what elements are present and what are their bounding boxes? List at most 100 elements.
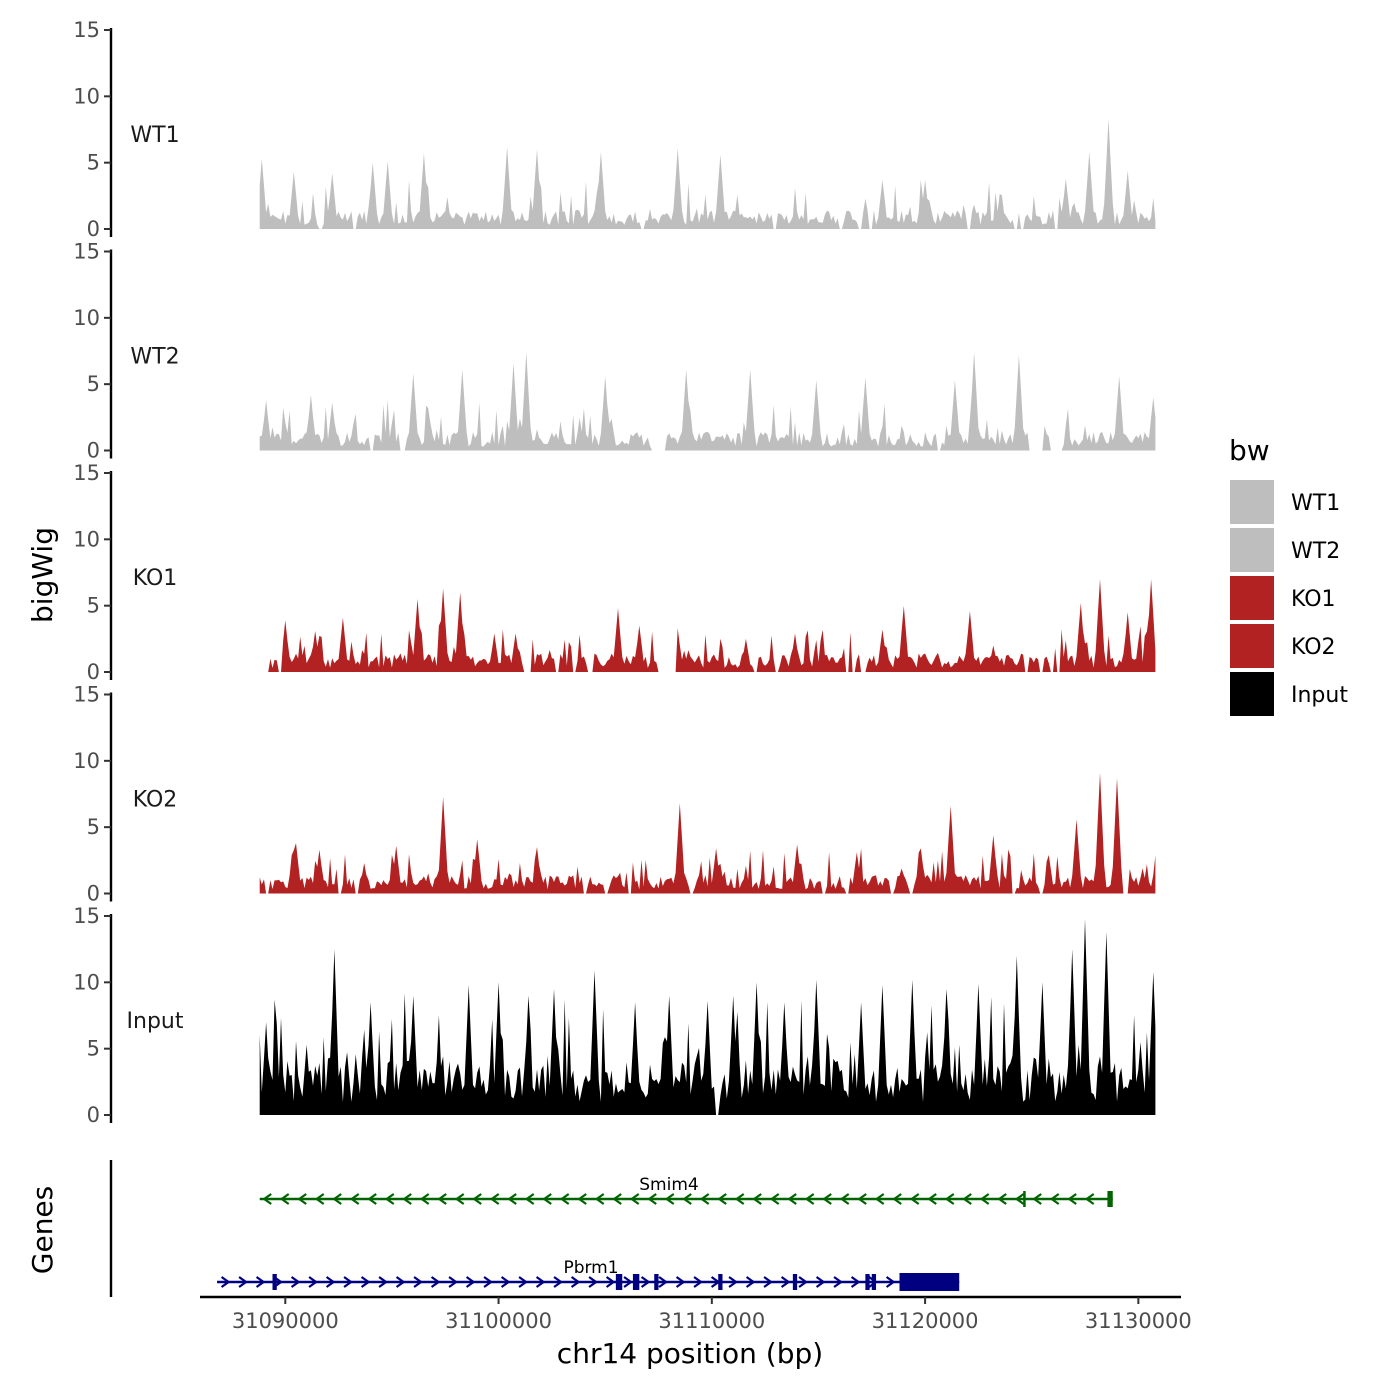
strand-arrow <box>413 1276 423 1288</box>
strand-arrow <box>780 1276 791 1288</box>
strand-arrow <box>664 1193 675 1205</box>
strand-arrow <box>594 1193 605 1205</box>
strand-arrow <box>997 1193 1007 1205</box>
strand-arrow <box>332 1193 342 1205</box>
strand-arrow <box>612 1193 622 1205</box>
strand-arrow <box>255 1276 266 1288</box>
strand-arrow <box>395 1276 406 1288</box>
y-tick-label: 15 <box>73 18 100 42</box>
y-tick-label: 10 <box>73 970 100 994</box>
strand-arrow <box>822 1193 832 1205</box>
y-tick-label: 5 <box>87 594 100 618</box>
strand-arrow <box>325 1276 336 1288</box>
legend-swatch-ko2 <box>1230 624 1274 668</box>
exon <box>632 1274 640 1290</box>
strand-arrow <box>962 1193 972 1205</box>
legend-label-wt1: WT1 <box>1291 491 1340 516</box>
signal-area-input <box>259 918 1156 1115</box>
strand-arrow <box>675 1276 686 1288</box>
strand-arrow <box>553 1276 563 1288</box>
y-tick-label: 10 <box>73 306 100 330</box>
strand-arrow <box>717 1193 727 1205</box>
strand-arrow <box>815 1276 826 1288</box>
strand-arrow <box>448 1276 458 1288</box>
legend-label-input: Input <box>1291 683 1348 708</box>
strand-arrow <box>489 1193 500 1205</box>
strand-arrow <box>279 1193 290 1205</box>
strand-arrow <box>927 1193 937 1205</box>
strand-arrow <box>384 1193 395 1205</box>
x-tick-label: 31090000 <box>232 1309 339 1333</box>
exon <box>865 1274 870 1290</box>
legend-swatch-input <box>1230 672 1274 716</box>
y-tick-label: 15 <box>73 904 100 928</box>
strand-arrow <box>699 1193 710 1205</box>
x-tick-label: 31130000 <box>1085 1309 1192 1333</box>
track-ko1: 0 5 10 15 KO1 <box>73 461 1156 684</box>
strand-arrow <box>402 1193 412 1205</box>
legend-label-wt2: WT2 <box>1291 539 1340 564</box>
exon <box>718 1274 723 1290</box>
track-input: 0 5 10 15 Input <box>73 904 1156 1127</box>
strand-arrow <box>518 1276 528 1288</box>
strand-arrow <box>297 1193 307 1205</box>
strand-arrow <box>588 1276 598 1288</box>
strand-arrow <box>640 1276 651 1288</box>
exon <box>615 1274 623 1290</box>
strand-arrow <box>605 1276 616 1288</box>
track-label-ko1: KO1 <box>133 566 178 591</box>
strand-arrow <box>308 1276 318 1288</box>
strand-arrow <box>804 1193 815 1205</box>
strand-arrow <box>349 1193 360 1205</box>
strand-arrow <box>745 1276 756 1288</box>
strand-arrow <box>430 1276 441 1288</box>
y-tick-label: 0 <box>87 439 100 463</box>
strand-arrow <box>769 1193 780 1205</box>
legend-swatch-wt2 <box>1230 528 1274 572</box>
strand-arrow <box>262 1193 272 1205</box>
y-tick-label: 15 <box>73 461 100 485</box>
x-tick-label: 31100000 <box>445 1309 552 1333</box>
gene-smim4: Smim4 <box>259 1175 1113 1207</box>
strand-arrow <box>752 1193 762 1205</box>
strand-arrow <box>367 1193 377 1205</box>
x-axis: 31090000 31100000 31110000 31120000 31130000 <box>200 1295 1192 1333</box>
y-tick-label: 0 <box>87 882 100 906</box>
strand-arrow <box>763 1276 773 1288</box>
x-tick-label: 31110000 <box>658 1309 765 1333</box>
strand-arrow <box>1067 1193 1077 1205</box>
exon <box>272 1274 277 1290</box>
strand-arrow <box>839 1193 850 1205</box>
track-label-input: Input <box>127 1009 184 1034</box>
exon <box>1023 1191 1026 1207</box>
y-tick-label: 10 <box>73 84 100 108</box>
strand-arrow <box>734 1193 745 1205</box>
exon <box>792 1274 798 1290</box>
exon <box>654 1274 659 1290</box>
strand-arrow <box>577 1193 587 1205</box>
strand-arrow <box>465 1276 476 1288</box>
strand-arrow <box>1014 1193 1025 1205</box>
legend: bw WT1 WT2 KO1 KO2 Input <box>1229 434 1348 716</box>
genes-axis-title: Genes <box>26 1186 59 1274</box>
exon <box>899 1273 960 1291</box>
strand-arrow <box>419 1193 430 1205</box>
strand-arrow <box>944 1193 955 1205</box>
track-wt2: 0 5 10 15 WT2 <box>73 240 1156 463</box>
strand-arrow <box>290 1276 301 1288</box>
y-axis-title: bigWig <box>26 527 59 623</box>
gene-label-smim4: Smim4 <box>639 1175 698 1195</box>
signal-area-wt1 <box>259 118 1156 229</box>
strand-arrow <box>647 1193 657 1205</box>
strand-arrow <box>378 1276 388 1288</box>
gene-annotation-panel: Smim4 Pbrm1 <box>109 1160 1113 1297</box>
strand-arrow <box>570 1276 581 1288</box>
y-tick-label: 5 <box>87 815 100 839</box>
strand-arrow <box>507 1193 517 1205</box>
strand-arrow <box>728 1276 738 1288</box>
strand-arrow <box>892 1193 902 1205</box>
track-label-wt2: WT2 <box>130 345 179 370</box>
signal-tracks: 0 5 10 15 WT1 0 5 10 15 WT2 0 5 10 15 KO1 0 5 10 15 KO2 0 5 10… <box>73 18 1156 1127</box>
exon <box>871 1274 877 1290</box>
